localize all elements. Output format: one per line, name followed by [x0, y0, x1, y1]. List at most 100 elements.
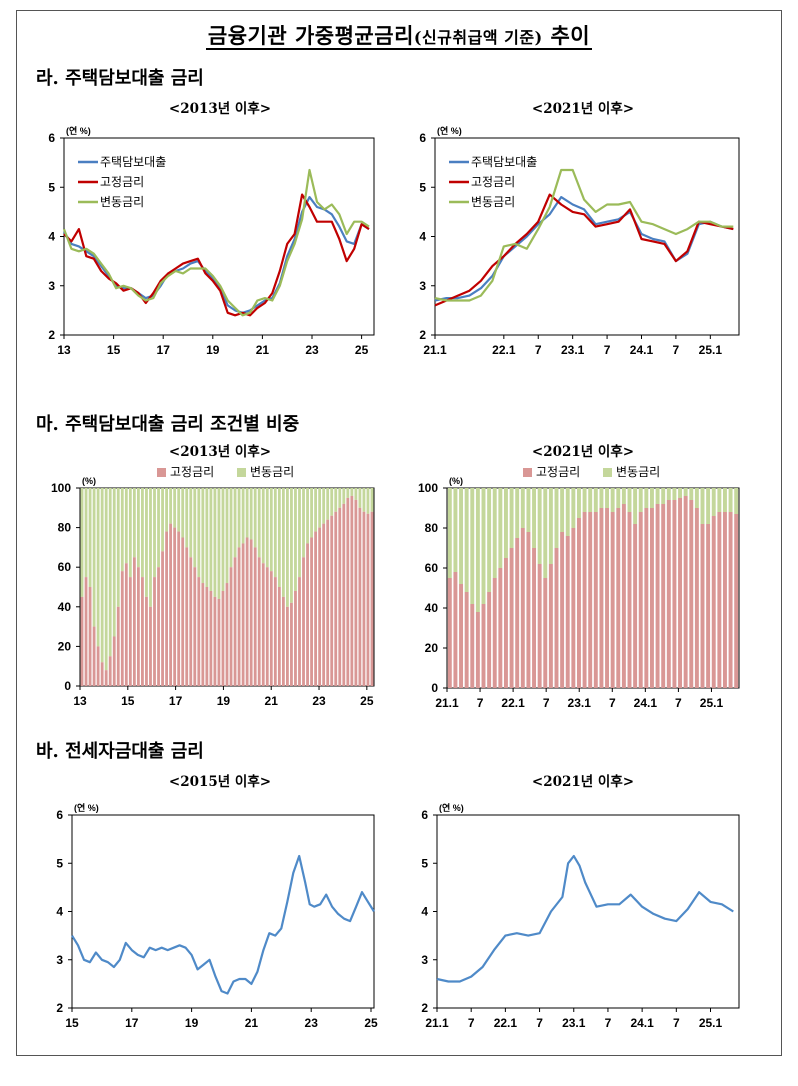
ma-2021-bar-fixed — [532, 548, 537, 688]
ma-2021-xtick-label: 22.1 — [501, 696, 525, 710]
ma-2021-bar-variable — [576, 488, 581, 518]
ra-2013-ylabel: (연 %) — [66, 126, 91, 136]
ma-2013-bar-variable — [213, 488, 217, 597]
ma-2013-bar-variable — [286, 488, 289, 607]
ma-2021-bar-fixed — [638, 512, 643, 688]
ma-2013-bar-variable — [265, 488, 269, 568]
ma-2021-xtick-label: 7 — [477, 696, 484, 710]
ma-2013-bar-fixed — [193, 567, 197, 686]
ra-2021-ytick-label: 6 — [419, 131, 426, 145]
subtitle-ma-2021: <2021년 이후> — [531, 444, 635, 460]
ma-2013-bar-variable — [318, 488, 322, 528]
ma-2013-bar-variable — [128, 488, 132, 578]
ra-2021-series-line — [434, 196, 734, 302]
ma-2013-bar-fixed — [161, 551, 164, 686]
ra-2013-xtick-label: 15 — [107, 343, 121, 357]
ma-2021-bar-fixed — [481, 604, 486, 688]
ma-2013-bar-fixed — [241, 543, 245, 686]
ma-2013-bar-variable — [169, 488, 173, 524]
subtitle-ba-2021: <2021년 이후> — [531, 774, 635, 790]
ra-2013-legend-label: 고정금리 — [100, 175, 144, 189]
ma-2013-bar-fixed — [245, 537, 249, 686]
ma-2021-bar-variable — [717, 488, 722, 512]
ma-2013-bar-variable — [253, 488, 257, 548]
ma-2013-bar-fixed — [370, 511, 374, 686]
ma-2021-bar-variable — [599, 488, 604, 508]
ra-2021-ytick-label: 3 — [419, 279, 426, 293]
ma-2013-bar-variable — [362, 488, 366, 512]
ma-2013-bar-variable — [326, 488, 330, 520]
ma-2021-xtick-label: 7 — [675, 696, 682, 710]
ma-2013-bar-fixed — [145, 596, 148, 686]
ma-2021-bar-variable — [616, 488, 621, 508]
ma-2013-bar-fixed — [120, 571, 124, 686]
ma-2021-bar-variable — [470, 488, 475, 604]
ma-2013-bar-variable — [302, 488, 305, 558]
ma-2013-bar-fixed — [157, 567, 160, 686]
ma-2013-bar-variable — [334, 488, 338, 512]
ba-2021-xtick-label: 7 — [605, 1016, 612, 1030]
ma-2013-ytick-label: 80 — [58, 521, 72, 535]
ma-2013-ytick-label: 20 — [58, 639, 72, 653]
ma-2013-bar-fixed — [346, 497, 350, 686]
ma-2013-bar-variable — [84, 488, 88, 578]
ma-2013-bar-fixed — [124, 563, 128, 686]
ma-2013-bar-variable — [193, 488, 197, 568]
ma-2021-legend-variable: 변동금리 — [616, 465, 660, 479]
ma-2021-bar-variable — [605, 488, 610, 508]
ma-2013-bar-variable — [177, 488, 181, 532]
ma-2021-bar-fixed — [627, 512, 632, 688]
ra-2013-xtick-label: 21 — [256, 343, 270, 357]
ma-2013-bar-fixed — [269, 571, 273, 686]
ma-2013-legend-variable: 변동금리 — [250, 465, 294, 479]
ba-2015-xtick-label: 17 — [125, 1016, 139, 1030]
ma-2013-bar-fixed — [177, 531, 181, 686]
ma-2013-bar-fixed — [362, 511, 366, 686]
ma-2013-bar-variable — [366, 488, 370, 514]
ma-2013-bar-variable — [322, 488, 326, 524]
ba-2015-series-line — [71, 854, 375, 995]
ma-2021-ytick-label: 40 — [425, 601, 439, 615]
ma-2021-bar-fixed — [560, 532, 565, 688]
ma-2013-bar-fixed — [185, 547, 189, 686]
ra-2013-series-line — [63, 193, 370, 317]
ma-2021-bar-variable — [509, 488, 514, 548]
ma-2013-ytick-label: 60 — [58, 560, 72, 574]
ma-2013-bar-fixed — [277, 587, 281, 686]
ba-2021-ytick-label: 5 — [421, 856, 428, 870]
ma-2021-plot-area — [446, 487, 740, 689]
ma-2021-bar-variable — [560, 488, 565, 532]
ma-2013-bar-fixed — [92, 626, 96, 686]
ba-2021-ytick-label: 6 — [421, 808, 428, 822]
ma-2021-bar-variable — [610, 488, 615, 512]
ma-2013-bar-variable — [165, 488, 168, 532]
subtitle-ba-2015: <2015년 이후> — [168, 774, 272, 790]
ma-2021-xtick-label: 24.1 — [634, 696, 658, 710]
ra-2013-ytick-label: 2 — [48, 328, 55, 342]
section-mortgage-share: 마. 주택담보대출 금리 조건별 비중 — [36, 414, 300, 435]
ma-2021-ylabel: (%) — [449, 476, 463, 486]
ma-2021-bar-variable — [492, 488, 497, 578]
ma-2013-bar-variable — [173, 488, 177, 528]
ra-2021-xtick-label: 7 — [604, 343, 611, 357]
ba-2021-xtick-label: 7 — [536, 1016, 543, 1030]
ra-2021-chart — [431, 137, 740, 339]
ma-2021-bar-fixed — [475, 612, 480, 688]
ma-2013-bar-variable — [217, 488, 221, 599]
ma-2021-bar-fixed — [571, 528, 576, 688]
ma-2021-ytick-label: 60 — [425, 561, 439, 575]
ma-2013-bar-fixed — [290, 602, 293, 686]
ma-2013-bar-variable — [354, 488, 358, 500]
ma-2021-bar-fixed — [459, 584, 464, 688]
ma-2013-bar-fixed — [104, 670, 108, 686]
ma-2013-bar-variable — [112, 488, 116, 637]
ma-2021-bar-fixed — [554, 548, 559, 688]
ma-2013-bar-fixed — [265, 567, 269, 686]
ma-2013-bar-fixed — [257, 557, 261, 686]
ma-2013-bar-fixed — [100, 662, 104, 686]
ma-2013-bar-variable — [269, 488, 273, 572]
ma-2021-bar-fixed — [666, 500, 671, 688]
ma-2021-xtick-label: 7 — [543, 696, 550, 710]
ra-2021-ytick-label: 2 — [419, 328, 426, 342]
ma-2013-bar-fixed — [209, 590, 213, 686]
